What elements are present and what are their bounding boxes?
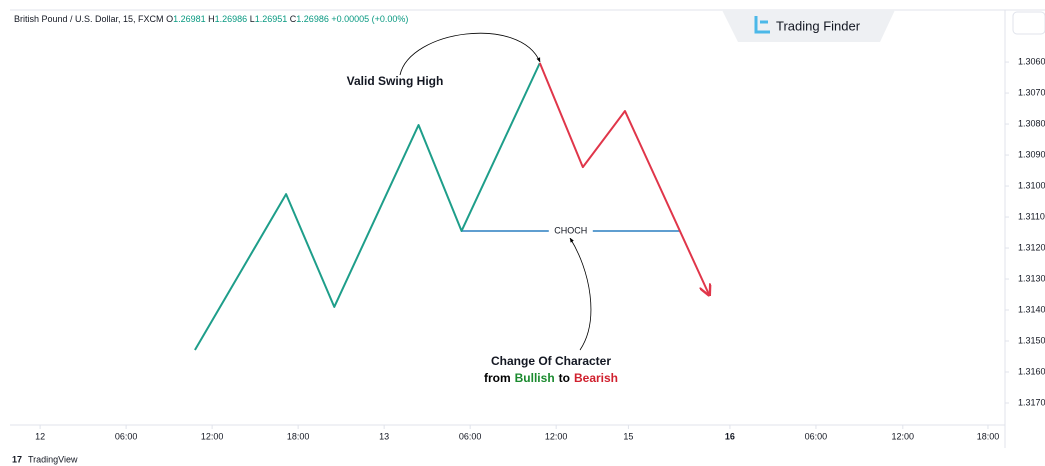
y-tick-label: 1.3060: [1018, 56, 1045, 66]
choch-label: CHOCH: [554, 225, 587, 235]
x-tick-label: 18:00: [287, 431, 310, 441]
footer: TradingView: [28, 454, 78, 464]
h-label: H: [208, 14, 215, 24]
choch-label-bg: [548, 223, 593, 238]
c-value: 1.26986: [296, 14, 329, 24]
choch-desc-2: from Bullish to Bearish: [484, 371, 618, 385]
choch-arrow: [569, 237, 592, 351]
desc-bullish: Bullish: [515, 371, 555, 385]
logo-text: Trading Finder: [776, 18, 861, 33]
y-tick-label: 1.3080: [1018, 118, 1045, 128]
y-tick-label: 1.3090: [1018, 149, 1045, 159]
x-tick-label: 06:00: [115, 431, 138, 441]
desc-bearish: Bearish: [574, 371, 618, 385]
y-tick-label: 1.3120: [1018, 242, 1045, 252]
desc-to: to: [559, 371, 570, 385]
y-tick-label: 1.3160: [1018, 366, 1045, 376]
y-tick-label: 1.3110: [1018, 211, 1045, 221]
swing-arrow: [399, 32, 541, 76]
o-value: 1.26981: [173, 14, 206, 24]
logo-badge: [722, 10, 895, 42]
l-label: L: [250, 14, 255, 24]
x-tick-label: 16: [725, 431, 735, 441]
x-tick-label: 12:00: [892, 431, 915, 441]
y-tick-label: 1.3150: [1018, 335, 1045, 345]
x-tick-label: 06:00: [805, 431, 828, 441]
change: +0.00005 (+0.00%): [331, 14, 408, 24]
h-value: 1.26986: [215, 14, 248, 24]
y-tick-label: 1.3130: [1018, 273, 1045, 283]
y-tick-label: 1.3070: [1018, 87, 1045, 97]
x-tick-label: 12:00: [545, 431, 568, 441]
x-tick-label: 12: [35, 431, 45, 441]
symbol: British Pound / U.S. Dollar, 15, FXCM: [14, 14, 164, 24]
desc-from: from: [484, 371, 511, 385]
l-value: 1.26951: [255, 14, 288, 24]
y-tick-label: 1.3170: [1018, 397, 1045, 407]
x-tick-label: 12:00: [201, 431, 224, 441]
swing-label: Valid Swing High: [347, 74, 444, 88]
x-tick-label: 15: [623, 431, 633, 441]
y-tick-label: 1.3140: [1018, 304, 1045, 314]
choch-desc: Change Of Character: [491, 354, 611, 368]
y-tick-label: 1.3100: [1018, 180, 1045, 190]
tv-icon: 17: [12, 454, 22, 464]
series-line: [538, 62, 709, 295]
o-label: O: [166, 14, 173, 24]
c-label: C: [290, 14, 297, 24]
axis-button[interactable]: [1012, 11, 1045, 35]
logo-icon: [754, 16, 770, 34]
x-tick-label: 13: [379, 431, 389, 441]
series-line: [194, 62, 541, 351]
x-tick-label: 06:00: [459, 431, 482, 441]
x-tick-label: 18:00: [977, 431, 1000, 441]
legend-header: British Pound / U.S. Dollar, 15, FXCM O1…: [14, 14, 408, 24]
